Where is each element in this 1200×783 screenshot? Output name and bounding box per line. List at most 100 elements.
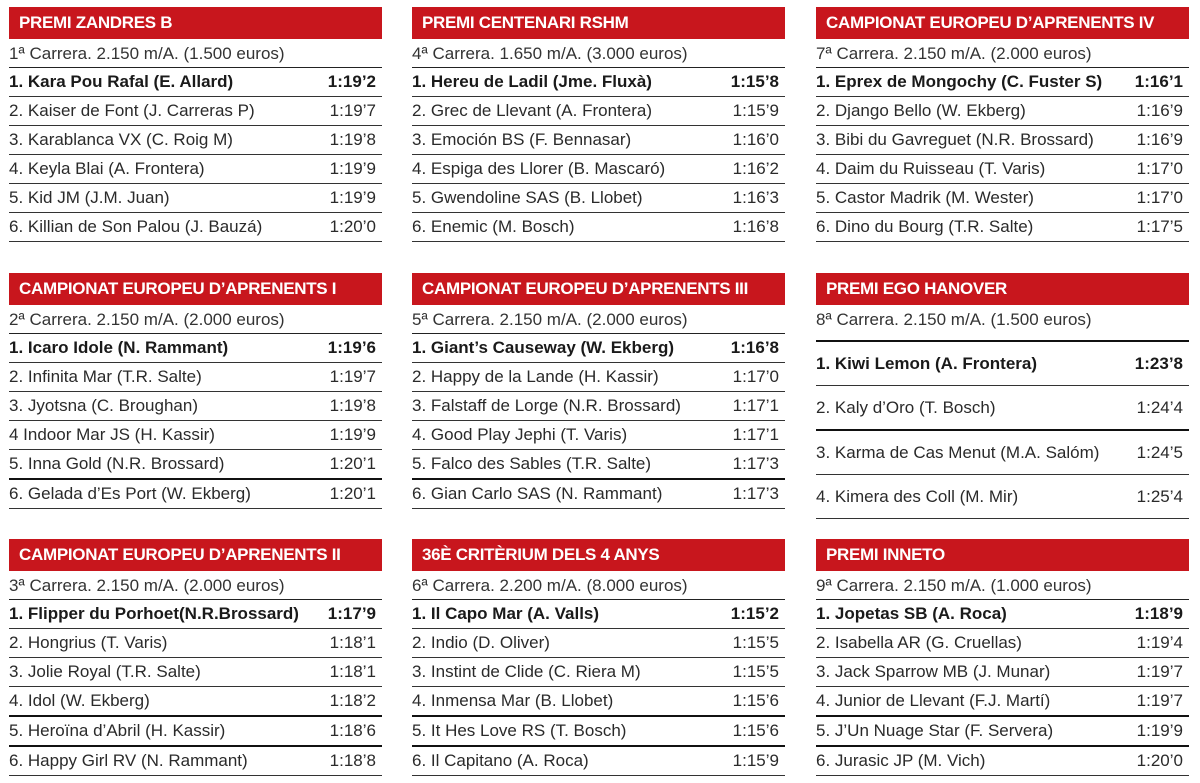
horse-jockey: 6. Dino du Bourg (T.R. Salte) — [816, 217, 1034, 236]
result-row: 6. Enemic (M. Bosch) 1:16’8 — [412, 213, 785, 242]
horse-jockey: 4 Indoor Mar JS (H. Kassir) — [9, 425, 215, 444]
result-row: 5. Gwendoline SAS (B. Llobet) 1:16’3 — [412, 184, 785, 213]
race-time: 1:18’8 — [329, 751, 376, 770]
result-row: 2. Indio (D. Oliver) 1:15’5 — [412, 629, 785, 658]
race-info: 4ª Carrera. 1.650 m/A. (3.000 euros) — [412, 39, 785, 68]
race-time: 1:20’0 — [1136, 751, 1183, 770]
race-time: 1:15’9 — [732, 101, 779, 120]
result-row: 1. Kiwi Lemon (A. Frontera) 1:23’8 — [816, 342, 1189, 386]
horse-jockey: 4. Espiga des Llorer (B. Mascaró) — [412, 159, 666, 178]
result-row: 4. Inmensa Mar (B. Llobet) 1:15’6 — [412, 687, 785, 717]
result-row: 1. Giant’s Causeway (W. Ekberg) 1:16’8 — [412, 334, 785, 363]
horse-jockey: 6. Gelada d’Es Port (W. Ekberg) — [9, 484, 251, 503]
horse-jockey: 1. Giant’s Causeway (W. Ekberg) — [412, 338, 675, 357]
horse-jockey: 2. Django Bello (W. Ekberg) — [816, 101, 1026, 120]
race-time: 1:17’5 — [1136, 217, 1183, 236]
result-row: 4. Good Play Jephi (T. Varis) 1:17’1 — [412, 421, 785, 450]
result-row: 1. Jopetas SB (A. Roca) 1:18’9 — [816, 600, 1189, 629]
race-time: 1:15’2 — [730, 604, 779, 623]
race-time: 1:17’0 — [732, 367, 779, 386]
race-title: 36È CRITÈRIUM DELS 4 ANYS — [412, 539, 785, 571]
result-row: 3. Jack Sparrow MB (J. Munar) 1:19’7 — [816, 658, 1189, 687]
result-row: 6. Killian de Son Palou (J. Bauzá) 1:20’0 — [9, 213, 382, 242]
horse-jockey: 6. Enemic (M. Bosch) — [412, 217, 575, 236]
result-row: 6. Dino du Bourg (T.R. Salte) 1:17’5 — [816, 213, 1189, 242]
result-row: 4. Keyla Blai (A. Frontera) 1:19’9 — [9, 155, 382, 184]
result-row: 2. Isabella AR (G. Cruellas) 1:19’4 — [816, 629, 1189, 658]
race-time: 1:18’6 — [329, 721, 376, 740]
race-title: PREMI EGO HANOVER — [816, 273, 1189, 305]
horse-jockey: 3. Karma de Cas Menut (M.A. Salóm) — [816, 443, 1100, 462]
horse-jockey: 5. Gwendoline SAS (B. Llobet) — [412, 188, 643, 207]
horse-jockey: 2. Isabella AR (G. Cruellas) — [816, 633, 1022, 652]
horse-jockey: 1. Kara Pou Rafal (E. Allard) — [9, 72, 234, 91]
horse-jockey: 6. Killian de Son Palou (J. Bauzá) — [9, 217, 263, 236]
horse-jockey: 5. Falco des Sables (T.R. Salte) — [412, 454, 652, 473]
horse-jockey: 2. Infinita Mar (T.R. Salte) — [9, 367, 202, 386]
horse-jockey: 1. Il Capo Mar (A. Valls) — [412, 604, 600, 623]
horse-jockey: 6. Happy Girl RV (N. Rammant) — [9, 751, 248, 770]
result-row: 2. Happy de la Lande (H. Kassir) 1:17’0 — [412, 363, 785, 392]
result-row: 6. Il Capitano (A. Roca) 1:15’9 — [412, 747, 785, 776]
result-row: 4. Junior de Llevant (F.J. Martí) 1:19’7 — [816, 687, 1189, 717]
race-block-criterium-4-anys: 36È CRITÈRIUM DELS 4 ANYS 6ª Carrera. 2.… — [412, 539, 785, 776]
race-info: 1ª Carrera. 2.150 m/A. (1.500 euros) — [9, 39, 382, 68]
race-time: 1:19’8 — [329, 130, 376, 149]
horse-jockey: 4. Junior de Llevant (F.J. Martí) — [816, 691, 1051, 710]
result-row: 1. Eprex de Mongochy (C. Fuster S) 1:16’1 — [816, 68, 1189, 97]
horse-jockey: 5. Inna Gold (N.R. Brossard) — [9, 454, 225, 473]
horse-jockey: 4. Kimera des Coll (M. Mir) — [816, 487, 1019, 506]
race-info: 6ª Carrera. 2.200 m/A. (8.000 euros) — [412, 571, 785, 600]
result-row: 1. Hereu de Ladil (Jme. Fluxà) 1:15’8 — [412, 68, 785, 97]
horse-jockey: 5. Castor Madrik (M. Wester) — [816, 188, 1034, 207]
horse-jockey: 3. Jack Sparrow MB (J. Munar) — [816, 662, 1051, 681]
result-row: 3. Bibi du Gavreguet (N.R. Brossard) 1:16… — [816, 126, 1189, 155]
horse-jockey: 6. Il Capitano (A. Roca) — [412, 751, 589, 770]
race-time: 1:20’1 — [329, 454, 376, 473]
race-title: CAMPIONAT EUROPEU D’APRENENTS I — [9, 273, 382, 305]
result-row: 3. Falstaff de Lorge (N.R. Brossard) 1:17… — [412, 392, 785, 421]
horse-jockey: 4. Idol (W. Ekberg) — [9, 691, 150, 710]
race-time: 1:16’1 — [1134, 72, 1183, 91]
race-block-campionat-aprenents-i: CAMPIONAT EUROPEU D’APRENENTS I 2ª Carre… — [9, 273, 382, 509]
result-row: 3. Jyotsna (C. Broughan) 1:19’8 — [9, 392, 382, 421]
race-time: 1:17’0 — [1136, 159, 1183, 178]
result-row: 6. Gian Carlo SAS (N. Rammant) 1:17’3 — [412, 480, 785, 509]
result-row: 6. Jurasic JP (M. Vich) 1:20’0 — [816, 747, 1189, 776]
race-time: 1:19’7 — [329, 101, 376, 120]
horse-jockey: 1. Icaro Idole (N. Rammant) — [9, 338, 229, 357]
horse-jockey: 1. Jopetas SB (A. Roca) — [816, 604, 1007, 623]
horse-jockey: 2. Indio (D. Oliver) — [412, 633, 550, 652]
horse-jockey: 5. Heroïna d’Abril (H. Kassir) — [9, 721, 226, 740]
result-row: 1. Icaro Idole (N. Rammant) 1:19’6 — [9, 334, 382, 363]
horse-jockey: 3. Jyotsna (C. Broughan) — [9, 396, 198, 415]
race-time: 1:23’8 — [1134, 354, 1183, 373]
result-row: 2. Grec de Llevant (A. Frontera) 1:15’9 — [412, 97, 785, 126]
result-row: 4. Espiga des Llorer (B. Mascaró) 1:16’2 — [412, 155, 785, 184]
result-row: 5. Falco des Sables (T.R. Salte) 1:17’3 — [412, 450, 785, 480]
result-row: 1. Flipper du Porhoet(N.R.Brossard) 1:17’… — [9, 600, 382, 629]
race-block-campionat-aprenents-ii: CAMPIONAT EUROPEU D’APRENENTS II 3ª Carr… — [9, 539, 382, 776]
race-time: 1:16’2 — [732, 159, 779, 178]
horse-jockey: 3. Emoción BS (F. Bennasar) — [412, 130, 632, 149]
race-time: 1:19’9 — [329, 188, 376, 207]
race-info: 7ª Carrera. 2.150 m/A. (2.000 euros) — [816, 39, 1189, 68]
race-time: 1:25’4 — [1136, 487, 1183, 506]
result-row: 5. Heroïna d’Abril (H. Kassir) 1:18’6 — [9, 717, 382, 747]
horse-jockey: 1. Hereu de Ladil (Jme. Fluxà) — [412, 72, 652, 91]
race-time: 1:24’4 — [1136, 398, 1183, 417]
horse-jockey: 1. Flipper du Porhoet(N.R.Brossard) — [9, 604, 299, 623]
horse-jockey: 6. Jurasic JP (M. Vich) — [816, 751, 986, 770]
horse-jockey: 2. Happy de la Lande (H. Kassir) — [412, 367, 659, 386]
race-time: 1:19’2 — [327, 72, 376, 91]
result-row: 4. Kimera des Coll (M. Mir) 1:25’4 — [816, 475, 1189, 519]
race-title: CAMPIONAT EUROPEU D’APRENENTS III — [412, 273, 785, 305]
race-time: 1:18’9 — [1134, 604, 1183, 623]
horse-jockey: 4. Keyla Blai (A. Frontera) — [9, 159, 205, 178]
result-row: 2. Infinita Mar (T.R. Salte) 1:19’7 — [9, 363, 382, 392]
result-row: 3. Karablanca VX (C. Roig M) 1:19’8 — [9, 126, 382, 155]
race-time: 1:16’8 — [732, 217, 779, 236]
horse-jockey: 2. Grec de Llevant (A. Frontera) — [412, 101, 652, 120]
result-row: 4. Idol (W. Ekberg) 1:18’2 — [9, 687, 382, 717]
